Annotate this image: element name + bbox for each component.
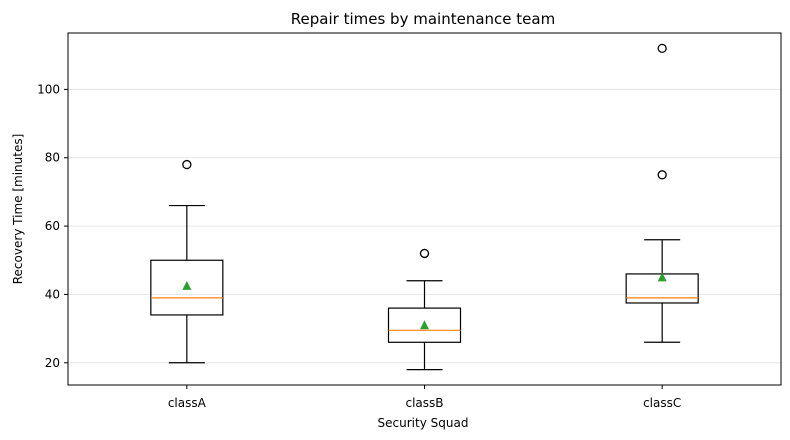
- box-classC: [625, 43, 699, 343]
- x-tick-label: classB: [405, 396, 443, 410]
- box-classA: [150, 159, 224, 364]
- outlier-point: [657, 43, 667, 54]
- y-tick-label: 60: [45, 219, 60, 233]
- x-axis-ticks: classA classB classC: [168, 385, 681, 410]
- mean-marker: [420, 320, 429, 330]
- iqr-box: [387, 307, 462, 343]
- y-tick-label: 40: [45, 287, 60, 301]
- y-axis-ticks: 20 40 60 80 100: [37, 82, 68, 370]
- outlier-point: [657, 170, 667, 180]
- mean-marker: [182, 280, 192, 290]
- x-tick-label: classA: [168, 396, 207, 410]
- y-axis-label: Recovery Time [minutes]: [11, 134, 25, 285]
- y-tick-label: 100: [37, 82, 60, 96]
- outlier-point: [182, 159, 192, 170]
- box-series: [150, 43, 699, 371]
- x-axis-label: Security Squad: [378, 416, 469, 430]
- box-classB: [387, 248, 462, 371]
- x-tick-label: classC: [643, 396, 681, 410]
- y-tick-label: 80: [45, 151, 60, 165]
- iqr-box: [150, 259, 224, 316]
- chart-title: Repair times by maintenance team: [291, 10, 555, 28]
- outlier-point: [419, 248, 430, 259]
- plot-frame: [67, 32, 782, 386]
- y-tick-label: 20: [45, 356, 60, 370]
- mean-marker: [657, 272, 667, 282]
